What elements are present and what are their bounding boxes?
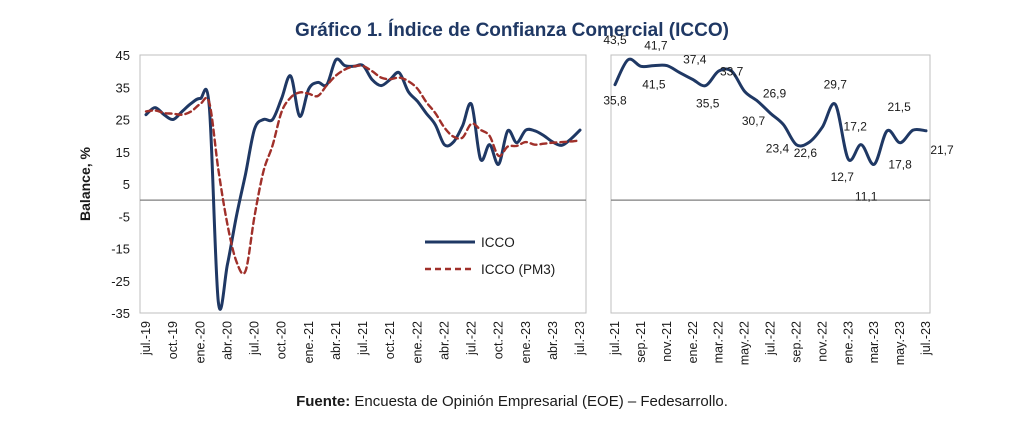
source-text: Encuesta de Opinión Empresarial (EOE) – …	[350, 393, 728, 410]
chart-title: Gráfico 1. Índice de Confianza Comercial…	[295, 20, 729, 41]
x-tick-label: abr.-21	[329, 321, 343, 360]
chart-marks: 45 35 25 15 5 -5 -15 -25 -35 Balance, % jul.-19 oct…	[77, 33, 954, 365]
y-tick-label: -25	[111, 274, 130, 289]
y-tick-label: 45	[116, 48, 130, 63]
y-tick-label: 5	[123, 177, 130, 192]
y-tick-label: -15	[111, 242, 130, 257]
x-tick-label: sep.-21	[634, 321, 648, 363]
data-label: 29,7	[824, 77, 848, 91]
plot-frame-2	[610, 54, 931, 314]
x-tick-label: oct.-20	[275, 321, 289, 359]
x-tick-label: mar.-22	[712, 321, 726, 363]
x-tick-label: abr.-20	[220, 321, 234, 360]
data-label: 23,4	[766, 142, 790, 156]
data-label: 30,7	[742, 114, 766, 128]
data-label: 35,8	[603, 94, 627, 108]
x-tick-label: ene.-22	[686, 321, 700, 363]
data-label: 33,7	[720, 64, 744, 78]
x-tick-label: jul.-19	[139, 321, 153, 356]
data-label: 17,2	[844, 120, 868, 134]
y-tick-label: 25	[116, 113, 130, 128]
x-tick-label: ene.-21	[302, 321, 316, 363]
x-tick-label: jul.-23	[573, 321, 587, 356]
x-tick-label: ene.-23	[841, 321, 855, 363]
data-label: 12,7	[831, 170, 855, 184]
x-tick-label: abr.-22	[437, 321, 451, 360]
series-line-icco	[613, 57, 928, 166]
x-tick-label: oct.-22	[492, 321, 506, 359]
data-label: 43,5	[603, 33, 627, 47]
x-tick-label: may.-22	[738, 321, 752, 365]
legend-label-icco-pm3: ICCO (PM3)	[481, 262, 555, 277]
data-label: 17,8	[888, 158, 912, 172]
x-tick-label: ene.-20	[193, 321, 207, 363]
plot-frame-1	[139, 54, 587, 314]
x-tick-label: jul.-23	[919, 321, 933, 356]
x-tick-label: sep.-22	[789, 321, 803, 363]
y-tick-label: 35	[116, 80, 130, 95]
data-label: 41,7	[644, 39, 668, 53]
data-label: 21,7	[930, 143, 954, 157]
x-tick-label: jul.-22	[465, 321, 479, 356]
x-tick-label: jul.-21	[356, 321, 370, 356]
x-tick-label: ene.-23	[519, 321, 533, 363]
y-tick-label: -35	[111, 306, 130, 321]
x-tick-label: oct.-19	[166, 321, 180, 359]
x-tick-label: jul.-21	[608, 321, 622, 356]
data-label: 11,1	[855, 189, 878, 203]
y-tick-label: -5	[118, 209, 130, 224]
x-tick-label: mar.-23	[867, 321, 881, 363]
x-tick-label: oct.-21	[383, 321, 397, 359]
y-tick-label: 15	[116, 145, 130, 160]
data-label: 41,5	[642, 77, 666, 91]
x-tick-label: may.-23	[893, 321, 907, 365]
x-tick-label: jul.-22	[764, 321, 778, 356]
x-tick-label: abr.-23	[546, 321, 560, 360]
x-tick-label: jul.-20	[248, 321, 262, 356]
x-tick-label: ene.-22	[410, 321, 424, 363]
legend-label-icco: ICCO	[481, 235, 515, 250]
source-note: Fuente: Encuesta de Opinión Empresarial …	[0, 393, 1024, 410]
y-axis-label: Balance, %	[77, 146, 93, 220]
data-label: 22,6	[794, 146, 818, 160]
data-label: 26,9	[763, 86, 787, 100]
series-line-icco-pm3	[144, 64, 582, 276]
source-label: Fuente:	[296, 393, 351, 410]
x-tick-label: nov.-22	[815, 321, 829, 362]
data-label: 35,5	[696, 97, 720, 111]
data-label: 21,5	[887, 100, 911, 114]
x-tick-label: nov.-21	[660, 321, 674, 362]
data-label: 37,4	[683, 53, 707, 67]
